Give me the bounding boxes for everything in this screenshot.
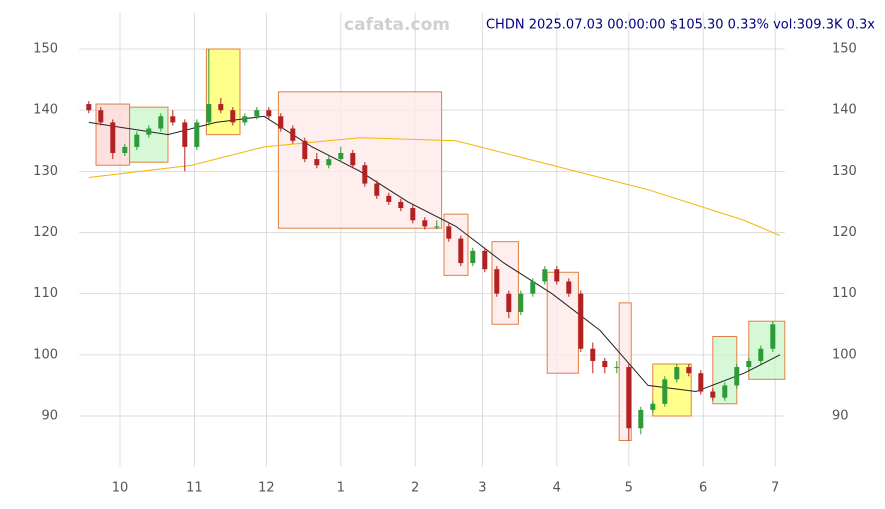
x-tick-label: 5 [625, 481, 633, 496]
candle-body [722, 385, 728, 398]
y-tick-label-right: 120 [832, 225, 857, 240]
candle-body [554, 269, 560, 282]
x-tick-label: 6 [699, 481, 707, 496]
x-tick-label: 11 [186, 481, 203, 496]
y-tick-label: 90 [41, 409, 58, 424]
candle-body [458, 238, 464, 264]
y-tick-label: 100 [33, 347, 58, 362]
chart-title: CHDN 2025.07.03 00:00:00 $105.30 0.33% v… [486, 18, 875, 33]
x-tick-label: 4 [553, 481, 561, 496]
candle-body [530, 281, 536, 294]
x-tick-label: 10 [112, 481, 129, 496]
candle-body [170, 116, 176, 123]
candle-body [746, 360, 752, 368]
candle-body [470, 250, 476, 264]
zone [277, 91, 443, 229]
candle-body [674, 367, 680, 380]
candle-body [338, 152, 344, 160]
candle-body [482, 250, 488, 270]
y-tick-label: 130 [33, 164, 58, 179]
candle-body [410, 208, 416, 221]
candle-body [134, 134, 140, 147]
candle-body [146, 128, 152, 135]
watermark: cafata.com [344, 15, 450, 35]
candle-body [194, 122, 200, 147]
zone [546, 271, 579, 374]
candle-body [626, 367, 632, 429]
candle-body [494, 269, 500, 294]
candle-body [662, 379, 668, 404]
x-tick-label: 7 [771, 481, 779, 496]
y-tick-label: 110 [33, 286, 58, 301]
zone [748, 320, 786, 380]
candle-body [290, 128, 296, 141]
candle-body [254, 110, 260, 117]
candle-body [590, 348, 596, 361]
candle-body [422, 220, 428, 227]
y-tick-label-right: 90 [832, 409, 849, 424]
candle-body [98, 110, 104, 123]
candle-body [230, 110, 236, 123]
candle-body [110, 122, 116, 153]
candle-body [686, 367, 692, 374]
candle-body [158, 116, 164, 129]
x-tick-label: 2 [411, 481, 419, 496]
candle-body [122, 146, 128, 153]
candle-body [566, 281, 572, 294]
y-tick-label: 120 [33, 225, 58, 240]
candle-body [86, 104, 92, 111]
candle-body [398, 201, 404, 209]
candle-body [698, 373, 704, 392]
x-tick-label: 1 [337, 481, 345, 496]
candle-body [206, 104, 212, 123]
y-tick-label-right: 130 [832, 164, 857, 179]
candle-body [446, 226, 452, 239]
candle-body [650, 403, 656, 410]
moving-average [88, 137, 781, 237]
y-tick-label-right: 150 [832, 42, 857, 57]
zone [443, 213, 469, 276]
candle-body [326, 159, 332, 166]
candle-body [266, 110, 272, 117]
candle-body [350, 152, 356, 166]
candle-body [362, 165, 368, 184]
candle-body [242, 116, 248, 123]
y-tick-label: 150 [33, 42, 58, 57]
candle-body [218, 104, 224, 111]
y-tick-label-right: 110 [832, 286, 857, 301]
candle-body [278, 116, 284, 129]
candle-body [602, 360, 608, 368]
candle-body [758, 348, 764, 361]
candle-body [374, 183, 380, 196]
candle-body [386, 195, 392, 202]
candle-body [770, 324, 776, 349]
candle-body [302, 140, 308, 160]
candle-body [638, 409, 644, 429]
candle-body [710, 391, 716, 398]
y-tick-label: 140 [33, 103, 58, 118]
candle-body [518, 293, 524, 313]
candle-body [578, 293, 584, 349]
y-tick-label-right: 140 [832, 103, 857, 118]
candle-body [506, 293, 512, 313]
x-tick-label: 12 [258, 481, 275, 496]
candle-body [614, 367, 620, 369]
candle-body [734, 367, 740, 386]
y-tick-label-right: 100 [832, 347, 857, 362]
x-tick-label: 3 [478, 481, 486, 496]
candle-body [434, 226, 440, 228]
candle-body [542, 269, 548, 282]
candle-body [182, 122, 188, 147]
candle-body [314, 159, 320, 166]
